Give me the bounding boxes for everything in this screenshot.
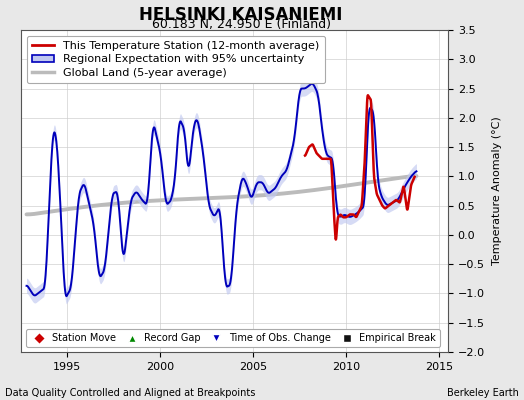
Text: Berkeley Earth: Berkeley Earth — [447, 388, 519, 398]
Legend: Station Move, Record Gap, Time of Obs. Change, Empirical Break: Station Move, Record Gap, Time of Obs. C… — [26, 329, 440, 347]
Y-axis label: Temperature Anomaly (°C): Temperature Anomaly (°C) — [492, 117, 502, 265]
Text: Data Quality Controlled and Aligned at Breakpoints: Data Quality Controlled and Aligned at B… — [5, 388, 256, 398]
Text: HELSINKI KAISANIEMI: HELSINKI KAISANIEMI — [139, 6, 343, 24]
Text: 60.183 N, 24.950 E (Finland): 60.183 N, 24.950 E (Finland) — [151, 18, 331, 31]
